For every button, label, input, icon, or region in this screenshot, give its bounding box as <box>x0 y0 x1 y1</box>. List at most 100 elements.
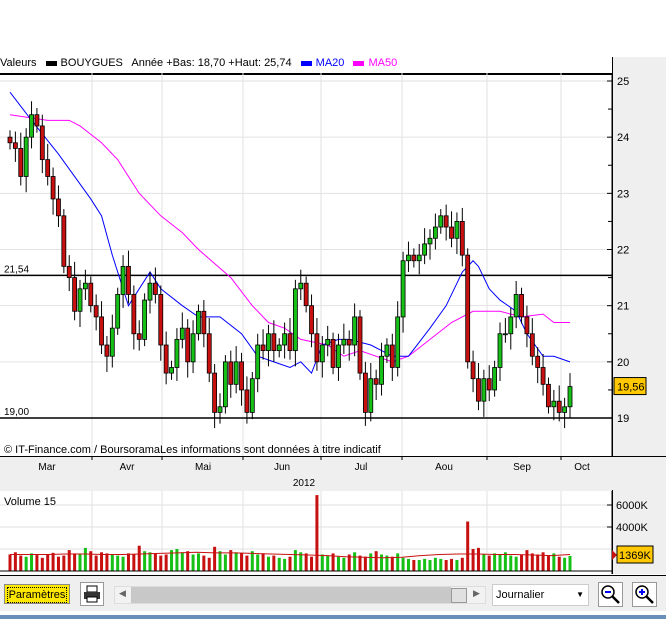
volume-bar <box>240 553 244 571</box>
candle-body <box>449 226 454 239</box>
volume-bar <box>439 558 443 571</box>
copyright-text: © IT-Finance.com / BoursoramaLes informa… <box>4 444 381 456</box>
candle-body <box>497 333 503 368</box>
volume-bar <box>250 551 254 571</box>
period-select[interactable]: Journalier ▼ <box>492 584 589 606</box>
volume-bar <box>164 554 168 571</box>
volume-bar <box>78 554 82 571</box>
candle-body <box>336 344 341 368</box>
volume-bar <box>498 554 502 571</box>
volume-bar <box>541 552 545 571</box>
candle-body <box>556 400 562 413</box>
volume-bar <box>525 550 529 571</box>
candle-body <box>416 254 422 262</box>
volume-bar <box>170 550 174 571</box>
candle-body <box>454 221 460 239</box>
volume-bar <box>476 547 480 571</box>
candle-body <box>45 159 51 177</box>
candle-body <box>476 378 481 402</box>
candle-body <box>465 254 471 363</box>
volume-bar <box>272 555 276 571</box>
candle-body <box>66 265 72 278</box>
volume-bar <box>153 553 157 571</box>
candle-body <box>217 406 223 413</box>
last-price-label: 19,56 <box>617 382 645 394</box>
candle-body <box>115 294 121 329</box>
scroll-left-arrow[interactable]: ◀ <box>119 588 126 598</box>
volume-bar <box>390 556 394 571</box>
candle-body <box>222 361 228 408</box>
volume-bar <box>423 558 427 571</box>
volume-bar <box>342 557 346 571</box>
candle-body <box>314 333 320 363</box>
volume-bar <box>218 551 222 571</box>
month-label: Oct <box>574 462 590 473</box>
volume-ma-line <box>10 551 571 559</box>
volume-bar <box>116 555 120 571</box>
candle-body <box>190 333 196 363</box>
candle-body <box>185 327 191 363</box>
candle-body <box>373 378 379 385</box>
price-tick-label: 23 <box>617 188 629 200</box>
chevron-down-icon: ▼ <box>576 590 584 599</box>
candle-body <box>400 260 406 318</box>
horizontal-scrollbar[interactable]: ◀ ▶ <box>114 586 486 604</box>
price-tick-label: 20 <box>617 357 629 369</box>
volume-bar <box>148 552 152 571</box>
scroll-right-arrow[interactable]: ▶ <box>473 588 480 598</box>
candle-body <box>535 355 541 368</box>
volume-bar <box>288 556 292 571</box>
candle-body <box>260 344 266 352</box>
month-label: Jun <box>274 462 290 473</box>
candle-body <box>508 316 514 335</box>
scroll-thumb[interactable] <box>451 588 467 603</box>
candle-body <box>34 114 40 127</box>
price-chart[interactable]: 21,54 19,00 19 20 21 22 23 24 25 19,56 <box>0 73 666 457</box>
candle-body <box>201 310 207 335</box>
candle-body <box>147 282 153 301</box>
volume-chart: Volume 15 6000K 4000K 1369K <box>0 491 654 574</box>
volume-bar <box>520 554 524 571</box>
legend-label: Valeurs <box>0 57 37 69</box>
volume-bar <box>471 549 475 571</box>
candle-body <box>470 361 476 380</box>
zoom-in-button[interactable] <box>632 582 657 607</box>
date-axis-panel <box>0 456 666 491</box>
print-button[interactable] <box>80 582 104 606</box>
volume-bar <box>126 553 130 571</box>
candle-body <box>379 355 384 385</box>
candle-body <box>131 294 137 335</box>
volume-bar <box>266 556 270 571</box>
candle-body <box>362 372 368 413</box>
parametres-button[interactable]: Paramètres <box>4 584 70 604</box>
candle-body <box>341 338 347 346</box>
volume-bar <box>530 553 534 571</box>
candle-body <box>357 316 363 374</box>
month-label: Jul <box>355 462 368 473</box>
month-label: Mai <box>195 462 211 473</box>
candle-body <box>395 316 401 368</box>
candle-body <box>120 265 126 295</box>
volume-bar <box>326 555 330 571</box>
candle-body <box>292 288 298 352</box>
zoom-out-button[interactable] <box>598 582 623 607</box>
volume-bar <box>62 555 66 571</box>
candle-body <box>481 378 487 402</box>
volume-bar <box>450 558 454 571</box>
candle-body <box>325 338 331 346</box>
volume-bar <box>261 553 265 571</box>
candle-body <box>546 383 551 408</box>
month-label: Avr <box>120 462 135 473</box>
legend-ma20: MA20 <box>300 57 344 69</box>
volume-bar <box>336 556 340 571</box>
candle-body <box>29 114 34 138</box>
volume-bar <box>89 551 93 571</box>
volume-bar <box>406 558 410 571</box>
candle-body <box>56 198 61 217</box>
volume-bar <box>180 552 184 571</box>
price-tick-label: 25 <box>617 76 629 88</box>
scroll-track[interactable] <box>131 587 451 603</box>
candle-body <box>271 333 277 352</box>
volume-bar <box>159 555 163 571</box>
price-tick-label: 19 <box>617 413 629 425</box>
